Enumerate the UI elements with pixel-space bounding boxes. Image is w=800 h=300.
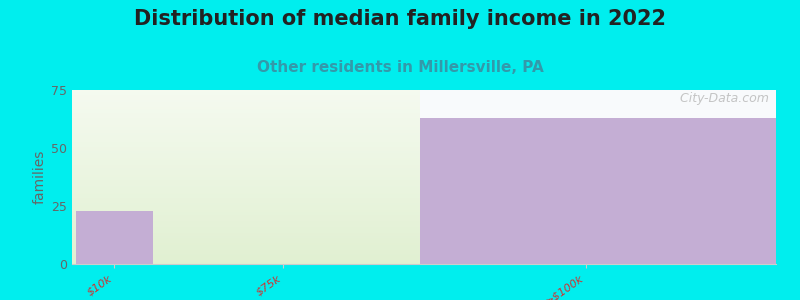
Text: Distribution of median family income in 2022: Distribution of median family income in … <box>134 9 666 29</box>
Text: City-Data.com: City-Data.com <box>672 92 769 105</box>
Text: Other residents in Millersville, PA: Other residents in Millersville, PA <box>257 60 543 75</box>
Y-axis label: families: families <box>33 150 47 204</box>
